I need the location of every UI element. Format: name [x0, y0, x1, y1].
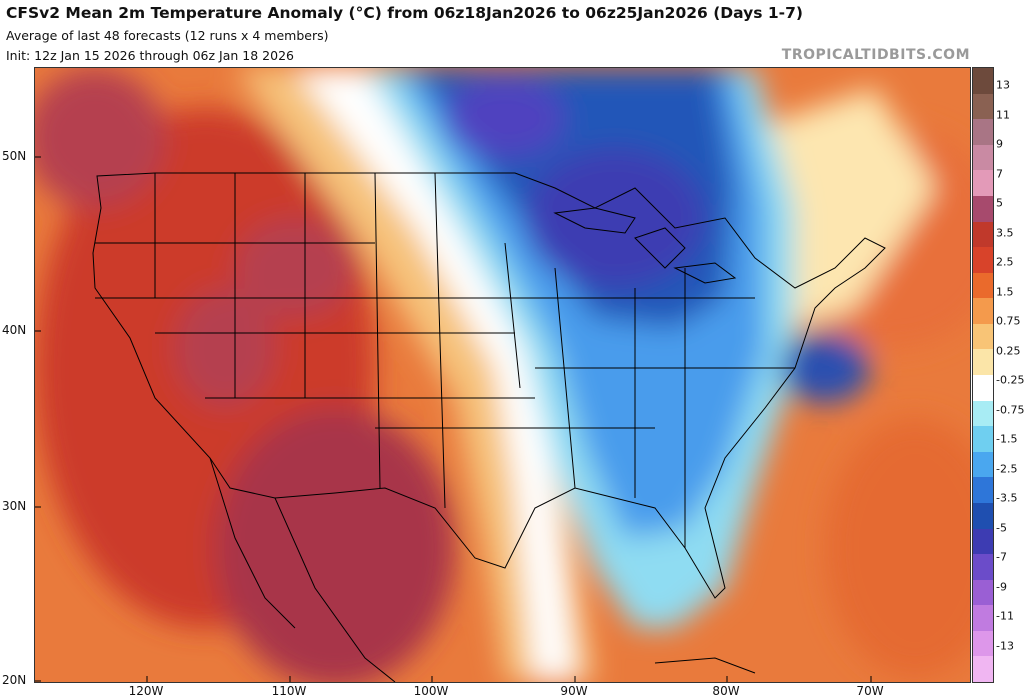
- great-lakes: [553, 207, 737, 284]
- colorbar-segment: [973, 195, 993, 222]
- colorbar-segment: [973, 323, 993, 350]
- lat-label-50n: 50N: [2, 149, 27, 163]
- state-borders: [92, 172, 886, 682]
- colorbar-segment: [973, 144, 993, 171]
- colorbar-label: 13: [996, 78, 1010, 92]
- colorbar-segment: [973, 400, 993, 427]
- colorbar-label: -13: [996, 639, 1014, 652]
- mexico-warm-anomaly: [215, 408, 455, 682]
- anomaly-map: [34, 67, 971, 683]
- colorbar-label: -1.5: [996, 432, 1018, 446]
- map-svg: [35, 68, 970, 682]
- colorbar-label: -5: [996, 521, 1007, 534]
- colorbar-segment: [973, 426, 993, 453]
- map-title: CFSv2 Mean 2m Temperature Anomaly (°C) f…: [6, 4, 803, 22]
- great-lakes-cold: [525, 148, 705, 288]
- colorbar-label: 5: [996, 196, 1003, 210]
- northeast-neutral: [755, 88, 935, 328]
- colorbar-segment: [973, 605, 993, 632]
- colorbar-label: 2.5: [996, 255, 1014, 269]
- lat-label-40n: 40N: [2, 323, 27, 337]
- colorbar-label: 9: [996, 137, 1003, 151]
- cuba-coast: [654, 657, 756, 674]
- colorbar-segment: [973, 93, 993, 120]
- atlantic-warm: [825, 418, 970, 678]
- map-subtitle: Average of last 48 forecasts (12 runs x …: [6, 28, 329, 43]
- colorbar-segment: [973, 375, 993, 402]
- watermark: TROPICALTIDBITS.COM: [781, 47, 970, 63]
- colorbar-label: 1.5: [996, 285, 1014, 298]
- colorbar-segment: [973, 554, 993, 581]
- us-outline: [92, 172, 886, 599]
- colorbar-label: 7: [996, 167, 1003, 180]
- colorbar-label: 3.5: [996, 226, 1014, 239]
- colorbar-label: -0.25: [996, 373, 1024, 387]
- lon-label-120w: 120W: [128, 684, 164, 698]
- lon-label-100w: 100W: [413, 684, 449, 698]
- colorbar-segment: [973, 272, 993, 299]
- colorbar-label: 0.25: [996, 344, 1021, 357]
- colorbar-segment: [973, 630, 993, 657]
- ontario-cold: [445, 78, 565, 158]
- lon-label-70w: 70W: [856, 684, 884, 698]
- lon-label-110w: 110W: [271, 684, 307, 698]
- state-lines-vertical: [154, 172, 686, 548]
- colorbar-segment: [973, 451, 993, 478]
- colorbar-segment: [973, 247, 993, 274]
- lat-label-20n: 20N: [2, 673, 27, 687]
- midatlantic-cold: [780, 333, 870, 403]
- colorbar-label: -2.5: [996, 462, 1018, 475]
- colorbar-label: -3.5: [996, 491, 1018, 505]
- colorbar-segment: [973, 221, 993, 248]
- colorbar-segment: [973, 170, 993, 197]
- colorbar-label: -0.75: [996, 403, 1024, 416]
- colorbar-segment: [973, 656, 993, 683]
- lat-label-30n: 30N: [2, 499, 27, 513]
- colorbar-label: -9: [996, 580, 1007, 593]
- colorbar-segment: [973, 477, 993, 504]
- colorbar-label: 0.75: [996, 314, 1021, 328]
- graticule-ticks: [35, 156, 872, 682]
- lon-label-80w: 80W: [712, 684, 740, 698]
- colorbar-segment: [973, 298, 993, 325]
- colorbar: [972, 67, 994, 683]
- colorbar-segment: [973, 119, 993, 146]
- bc-warm-anomaly: [35, 68, 165, 208]
- colorbar-segment: [973, 579, 993, 606]
- transition-band: [235, 68, 595, 682]
- lon-label-90w: 90W: [560, 684, 588, 698]
- state-lines-horizontal: [95, 242, 795, 429]
- mexico-coast: [209, 457, 396, 682]
- colorbar-segment: [973, 502, 993, 529]
- colorbar-segment: [973, 349, 993, 376]
- colorbar-label: -11: [996, 609, 1014, 623]
- colorbar-label: -7: [996, 550, 1007, 564]
- init-time: Init: 12z Jan 15 2026 through 06z Jan 18…: [6, 48, 294, 63]
- colorbar-label: 11: [996, 108, 1010, 121]
- colorbar-segment: [973, 528, 993, 555]
- colorbar-segment: [973, 68, 993, 95]
- nevada-warm-anomaly: [175, 288, 275, 408]
